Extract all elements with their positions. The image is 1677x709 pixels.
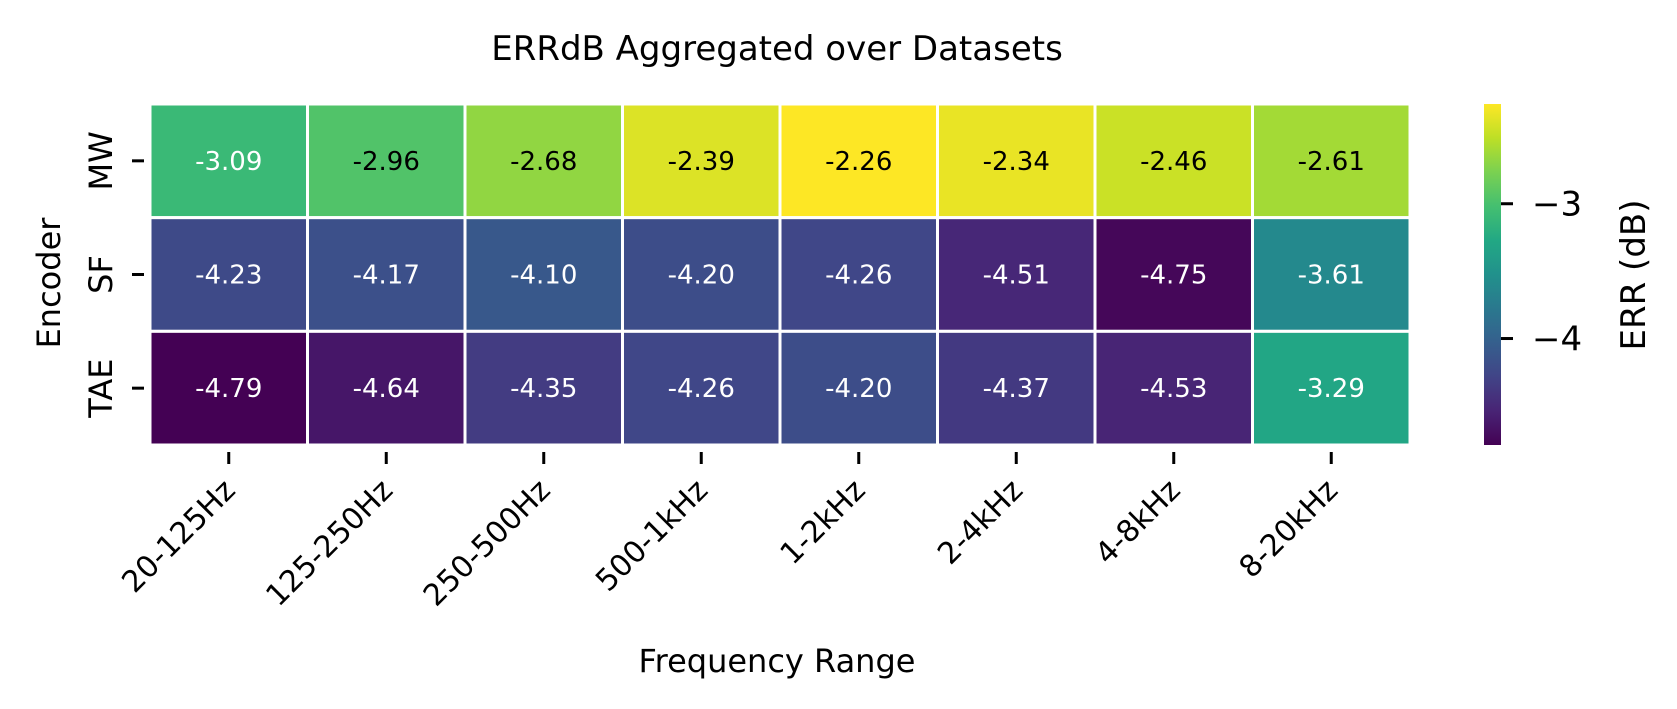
cell-value-label: -2.34	[983, 147, 1050, 177]
y-axis-label: Encoder	[30, 217, 68, 349]
cell-value-label: -2.96	[353, 147, 420, 177]
chart-title: ERRdB Aggregated over Datasets	[491, 29, 1063, 69]
y-axis-ticks: MW SF TAE	[82, 131, 144, 419]
heatmap-cell	[936, 216, 1097, 333]
cell-value-label: -2.61	[1298, 147, 1365, 177]
x-tick-label: 4-8kHz	[1089, 473, 1188, 572]
y-tick-label: TAE	[82, 359, 120, 419]
cell-value-label: -3.61	[1298, 261, 1365, 291]
heatmap-cell	[936, 329, 1097, 447]
cell-value-label: -4.20	[825, 374, 892, 404]
cell-value-label: -2.26	[825, 147, 892, 177]
cell-value-label: -4.10	[510, 261, 577, 291]
cell-value-label: -2.68	[510, 147, 577, 177]
x-tick-label: 8-20kHz	[1233, 473, 1345, 585]
cell-value-label: -3.09	[195, 147, 262, 177]
cell-value-label: -2.39	[668, 147, 735, 177]
heatmap-cell	[621, 329, 782, 447]
cell-value-label: -4.26	[825, 261, 892, 291]
cell-value-label: -4.23	[195, 261, 262, 291]
x-axis-label: Frequency Range	[639, 642, 916, 680]
heatmap-cell	[1093, 329, 1254, 447]
heatmap-cell	[1251, 329, 1412, 447]
cell-value-label: -4.26	[668, 374, 735, 404]
y-tick-label: MW	[82, 131, 120, 190]
cell-value-label: -4.37	[983, 374, 1050, 404]
heatmap-cell	[306, 329, 467, 447]
cell-value-label: -4.79	[195, 374, 262, 404]
cell-value-label: -4.20	[668, 261, 735, 291]
cell-value-label: -4.64	[353, 374, 420, 404]
heatmap-cell	[1251, 102, 1412, 220]
heatmap-cells: -3.09 -2.96 -2.68 -2.39 -2.26 -2.34 -2.46 -2.61…	[148, 102, 1412, 447]
cell-value-label: -4.35	[510, 374, 577, 404]
colorbar-tick-label: −3	[1532, 185, 1582, 225]
heatmap-cell	[1251, 216, 1412, 333]
heatmap-cell	[778, 329, 939, 447]
colorbar-tick-label: −4	[1532, 320, 1582, 360]
colorbar-ticks: −3 −4	[1501, 185, 1582, 360]
cell-value-label: -3.29	[1298, 374, 1365, 404]
cell-value-label: -4.51	[983, 261, 1050, 291]
colorbar-label: ERR (dB)	[1614, 200, 1654, 351]
x-tick-label: 20-125Hz	[115, 473, 242, 600]
x-tick-label: 250-500Hz	[417, 473, 557, 613]
x-tick-label: 500-1kHz	[589, 473, 715, 599]
heatmap-cell	[621, 216, 782, 333]
cell-value-label: -4.53	[1140, 374, 1207, 404]
cell-value-label: -4.17	[353, 261, 420, 291]
heatmap-cell	[306, 216, 467, 333]
y-tick-label: SF	[82, 255, 120, 294]
heatmap-cell	[148, 102, 309, 220]
x-tick-label: 2-4kHz	[931, 473, 1030, 572]
heatmap-cell	[936, 102, 1097, 220]
x-axis-ticks: 20-125Hz 125-250Hz 250-500Hz 500-1kHz 1-2kHz…	[115, 452, 1345, 613]
heatmap-cell	[463, 329, 624, 447]
cell-value-label: -4.75	[1140, 261, 1207, 291]
colorbar	[1484, 104, 1501, 445]
cell-value-label: -2.46	[1140, 147, 1207, 177]
heatmap-cell	[148, 329, 309, 447]
heatmap-cell	[306, 102, 467, 220]
x-tick-label: 1-2kHz	[774, 473, 873, 572]
x-tick-label: 125-250Hz	[259, 473, 399, 613]
